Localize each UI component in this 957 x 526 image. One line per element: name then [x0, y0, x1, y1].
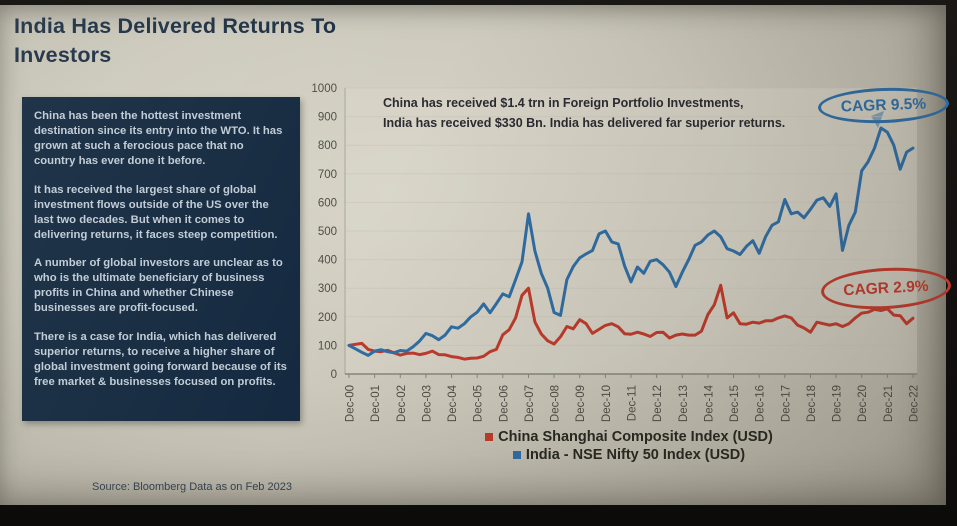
x-axis-tick-label: Dec-01	[370, 385, 382, 422]
x-axis-tick-label: Dec-18	[806, 385, 818, 422]
x-axis-tick-label: Dec-14	[703, 384, 715, 422]
page-title: India Has Delivered Returns To Investors	[14, 14, 337, 68]
cagr-arrow-icon	[871, 111, 884, 128]
x-axis-tick-label: Dec-16	[755, 385, 767, 422]
y-axis-tick-label: 800	[318, 140, 337, 152]
y-axis-tick-label: 400	[318, 255, 337, 267]
series-line-china	[347, 283, 915, 361]
x-axis-tick-label: Dec-17	[780, 385, 792, 422]
y-axis-tick-label: 200	[318, 312, 337, 324]
x-axis-tick-label: Dec-19	[832, 385, 844, 422]
y-axis-tick-label: 900	[318, 112, 337, 124]
slide: India Has Delivered Returns To Investors…	[0, 5, 952, 505]
commentary-paragraph: China has been the hottest investment de…	[34, 110, 283, 168]
x-axis-tick-label: Dec-02	[396, 385, 408, 422]
y-axis-tick-label: 500	[318, 226, 337, 238]
x-axis-tick-label: Dec-06	[498, 385, 510, 422]
legend-marker-icon	[512, 451, 521, 459]
y-axis-tick-label: 0	[331, 369, 337, 381]
y-axis-tick-label: 600	[318, 197, 337, 209]
y-axis-tick-label: 300	[318, 283, 337, 295]
legend-label: China Shanghai Composite Index (USD)	[498, 429, 773, 445]
line-chart: 0 100 200 300 400 500 600 700 800 900 1000 Dec-00 De…	[305, 80, 953, 505]
chart-canvas: 0 100 200 300 400 500 600 700 800 900 1000 Dec-00 De…	[311, 83, 921, 422]
x-axis-tick-label: Dec-20	[857, 385, 869, 422]
chart-legend: China Shanghai Composite Index (USD) Indi…	[305, 429, 953, 463]
commentary-box: China has been the hottest investment de…	[22, 97, 300, 421]
x-axis-tick-label: Dec-10	[601, 385, 613, 422]
chart-annotation-line1: China has received $1.4 trn in Foreign P…	[383, 96, 744, 110]
x-axis-tick-label: Dec-21	[883, 385, 895, 422]
legend-item: China Shanghai Composite Index (USD)	[485, 429, 773, 445]
x-axis-tick-label: Dec-00	[345, 385, 357, 422]
x-axis-tick-label: Dec-04	[447, 384, 459, 422]
series-line-india	[347, 126, 915, 357]
source-note: Source: Bloomberg Data as on Feb 2023	[92, 481, 292, 493]
x-axis-tick-label: Dec-13	[678, 385, 690, 422]
legend-item: India - NSE Nifty 50 Index (USD)	[512, 447, 746, 463]
x-axis-tick-label: Dec-07	[524, 385, 536, 422]
x-axis-tick-label: Dec-08	[550, 385, 562, 422]
x-axis-tick-label: Dec-11	[627, 385, 639, 421]
commentary-paragraph: There is a case for India, which has del…	[34, 330, 287, 388]
x-axis-tick-label: Dec-22	[909, 385, 921, 422]
commentary-paragraph: A number of global investors are unclear…	[34, 257, 283, 315]
x-axis-tick-label: Dec-15	[729, 385, 741, 422]
x-axis-tick-label: Dec-03	[421, 385, 433, 422]
x-axis-tick-label: Dec-09	[575, 385, 587, 422]
legend-label: India - NSE Nifty 50 Index (USD)	[525, 447, 746, 463]
y-axis-tick-label: 100	[318, 340, 337, 352]
x-axis-tick-label: Dec-12	[652, 385, 664, 422]
chart-annotation: China has received $1.4 trn in Foreign P…	[383, 93, 823, 133]
commentary-paragraph: It has received the largest share of glo…	[34, 183, 278, 241]
chart-annotation-line2: India has received $330 Bn. India has de…	[383, 116, 786, 130]
y-axis-tick-label: 1000	[311, 83, 337, 95]
y-axis-tick-label: 700	[318, 169, 337, 181]
x-axis-tick-label: Dec-05	[473, 385, 485, 422]
legend-marker-icon	[485, 433, 494, 441]
